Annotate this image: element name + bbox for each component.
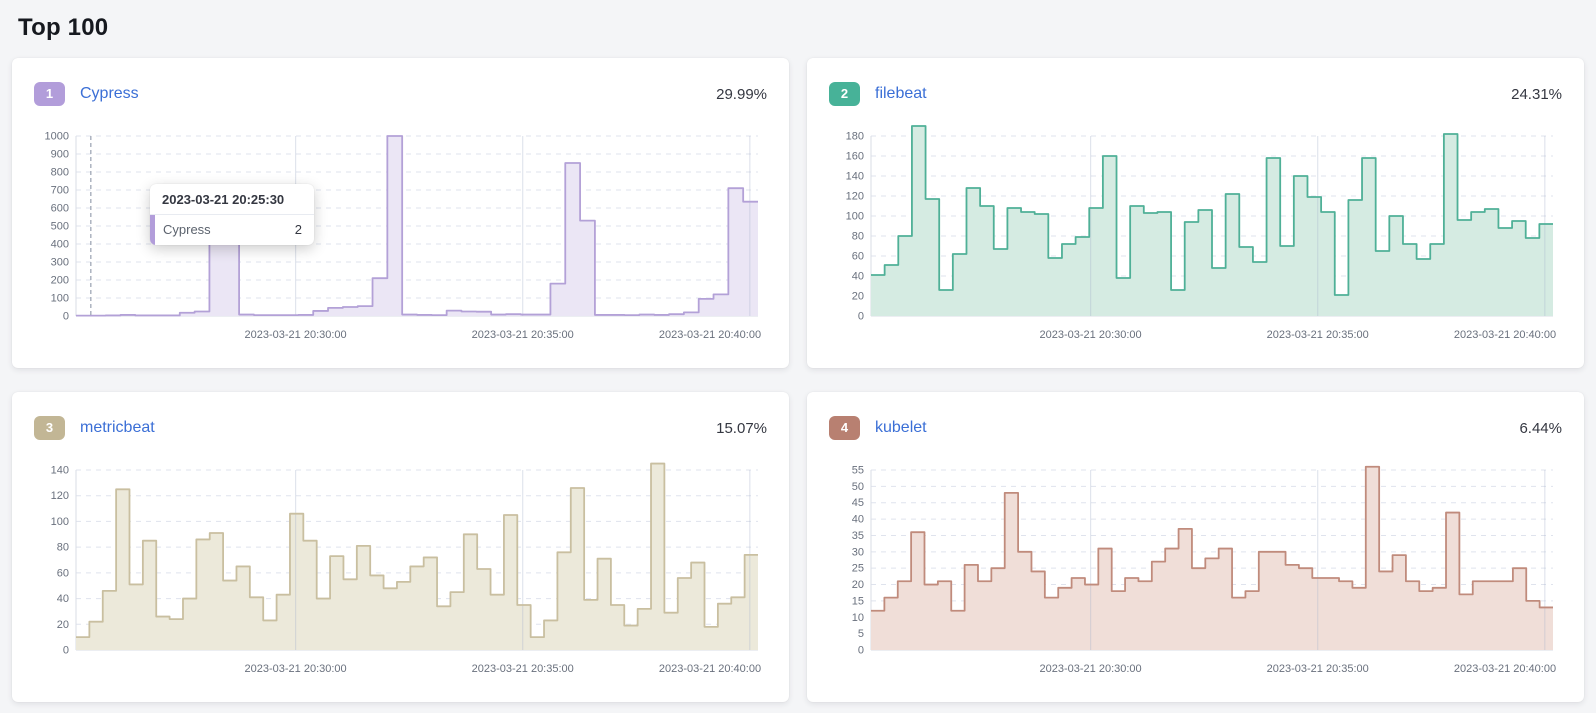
chart-tooltip: 2023-03-21 20:25:30 Cypress 2	[150, 184, 314, 245]
y-tick-label: 1000	[45, 131, 69, 143]
x-tick-label: 2023-03-21 20:35:00	[472, 329, 574, 341]
series-link[interactable]: Cypress	[80, 85, 139, 102]
chart-card: 1 Cypress 29.99% 0 100 200 300 400 500 600 700 8…	[12, 58, 789, 368]
chart-card: 3 metricbeat 15.07% 0 20 40 60 80 100 120 140 20…	[12, 392, 789, 702]
y-tick-label: 50	[852, 481, 864, 493]
x-tick-label: 2023-03-21 20:30:00	[245, 329, 347, 341]
step-area-chart: 0 100 200 300 400 500 600 700 800 900 1000 2023-03-…	[45, 131, 762, 342]
y-tick-label: 0	[63, 311, 69, 323]
y-tick-label: 100	[51, 516, 69, 528]
chart-card: 2 filebeat 24.31% 0 20 40 60 80 100 120 140 160 1…	[807, 58, 1584, 368]
y-tick-label: 20	[852, 579, 864, 591]
tooltip-timestamp: 2023-03-21 20:25:30	[150, 184, 314, 215]
x-tick-label: 2023-03-21 20:40:00	[659, 329, 761, 341]
series-step-line	[871, 125, 1553, 296]
chart-grid: 1 Cypress 29.99% 0 100 200 300 400 500 600 700 8…	[12, 58, 1584, 702]
y-tick-label: 120	[846, 191, 864, 203]
step-area-chart: 0 20 40 60 80 100 120 140 160 180 2023-03-21 20:30…	[846, 125, 1556, 341]
y-tick-label: 100	[846, 211, 864, 223]
y-tick-label: 25	[852, 563, 864, 575]
card-header: 1 Cypress 29.99%	[30, 76, 771, 118]
card-header: 4 kubelet 6.44%	[825, 410, 1566, 452]
chart-card: 4 kubelet 6.44% 0 5 10 15 20 25 30 35 40 45 50 55 20…	[807, 392, 1584, 702]
y-tick-label: 45	[852, 497, 864, 509]
y-tick-label: 0	[858, 645, 864, 657]
y-tick-label: 900	[51, 149, 69, 161]
series-step-line	[76, 135, 758, 317]
chart-area[interactable]: 0 20 40 60 80 100 120 140 2023-03-21 20:30:00 202…	[30, 458, 770, 680]
y-tick-label: 30	[852, 546, 864, 558]
y-tick-label: 10	[852, 612, 864, 624]
percent-value: 6.44%	[1519, 419, 1562, 437]
y-tick-label: 400	[51, 239, 69, 251]
series-link[interactable]: filebeat	[875, 85, 927, 102]
x-tick-label: 2023-03-21 20:30:00	[1040, 329, 1142, 341]
x-tick-label: 2023-03-21 20:35:00	[1267, 329, 1369, 341]
series-step-line	[871, 465, 1553, 612]
y-tick-label: 120	[51, 490, 69, 502]
x-tick-label: 2023-03-21 20:30:00	[1040, 663, 1142, 675]
rank-badge: 3	[34, 416, 65, 440]
x-tick-label: 2023-03-21 20:40:00	[1454, 663, 1556, 675]
x-tick-label: 2023-03-21 20:35:00	[1267, 663, 1369, 675]
percent-value: 29.99%	[716, 85, 767, 103]
chart-area[interactable]: 0 100 200 300 400 500 600 700 800 900 1000 2023-03-…	[30, 124, 770, 346]
card-header: 2 filebeat 24.31%	[825, 76, 1566, 118]
rank-badge: 2	[829, 82, 860, 106]
step-area-chart: 0 5 10 15 20 25 30 35 40 45 50 55 2023-03-21 20:30:0…	[852, 465, 1556, 676]
rank-badge: 4	[829, 416, 860, 440]
x-tick-label: 2023-03-21 20:40:00	[659, 663, 761, 675]
y-tick-label: 0	[858, 311, 864, 323]
y-tick-label: 55	[852, 465, 864, 477]
page-title: Top 100	[18, 14, 109, 41]
y-tick-label: 180	[846, 131, 864, 143]
y-tick-label: 20	[57, 619, 69, 631]
percent-value: 24.31%	[1511, 85, 1562, 103]
series-step-line	[76, 462, 758, 639]
percent-value: 15.07%	[716, 419, 767, 437]
y-tick-label: 500	[51, 221, 69, 233]
series-color-swatch	[150, 215, 155, 245]
y-tick-label: 700	[51, 185, 69, 197]
y-tick-label: 80	[57, 542, 69, 554]
chart-area[interactable]: 0 5 10 15 20 25 30 35 40 45 50 55 2023-03-21 20:30:0…	[825, 458, 1565, 680]
y-tick-label: 80	[852, 231, 864, 243]
series-link[interactable]: kubelet	[875, 419, 927, 436]
y-tick-label: 100	[51, 293, 69, 305]
y-tick-label: 5	[858, 628, 864, 640]
tooltip-row: Cypress 2	[150, 215, 314, 245]
y-tick-label: 40	[852, 514, 864, 526]
tooltip-series-label: Cypress	[163, 222, 211, 237]
y-tick-label: 20	[852, 291, 864, 303]
y-tick-label: 160	[846, 151, 864, 163]
y-tick-label: 40	[57, 593, 69, 605]
y-tick-label: 0	[63, 645, 69, 657]
x-tick-label: 2023-03-21 20:40:00	[1454, 329, 1556, 341]
rank-badge: 1	[34, 82, 65, 106]
y-tick-label: 60	[852, 251, 864, 263]
x-tick-label: 2023-03-21 20:30:00	[245, 663, 347, 675]
tooltip-series-value: 2	[294, 222, 302, 237]
y-tick-label: 200	[51, 275, 69, 287]
y-tick-label: 800	[51, 167, 69, 179]
series-link[interactable]: metricbeat	[80, 419, 155, 436]
series-area-fill	[76, 463, 758, 650]
y-tick-label: 40	[852, 271, 864, 283]
y-tick-label: 300	[51, 257, 69, 269]
y-tick-label: 60	[57, 567, 69, 579]
x-tick-label: 2023-03-21 20:35:00	[472, 663, 574, 675]
series-area-fill	[76, 136, 758, 316]
chart-area[interactable]: 0 20 40 60 80 100 120 140 160 180 2023-03-21 20:30…	[825, 124, 1565, 346]
card-header: 3 metricbeat 15.07%	[30, 410, 771, 452]
y-tick-label: 140	[846, 171, 864, 183]
y-tick-label: 140	[51, 465, 69, 477]
y-tick-label: 600	[51, 203, 69, 215]
y-tick-label: 35	[852, 530, 864, 542]
y-tick-label: 15	[852, 595, 864, 607]
step-area-chart: 0 20 40 60 80 100 120 140 2023-03-21 20:30:00 202…	[51, 462, 761, 675]
